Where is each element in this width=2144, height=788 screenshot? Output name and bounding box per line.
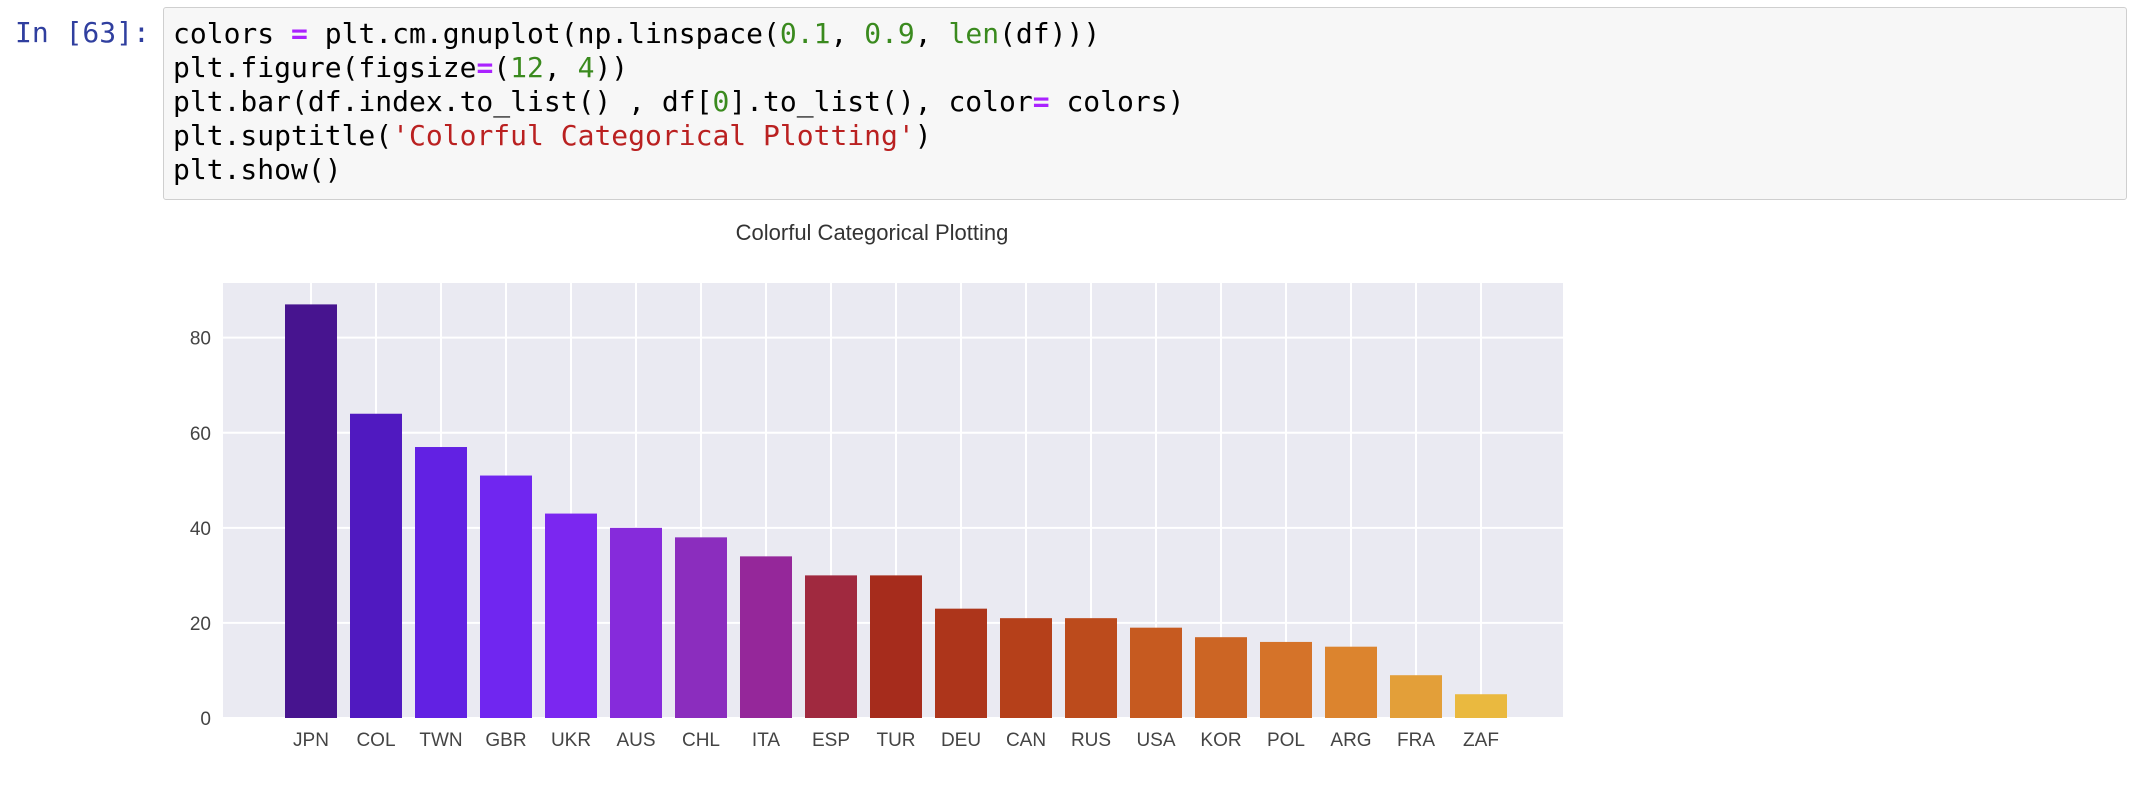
bar-tur [870,575,922,718]
x-tick-label: TWN [419,730,462,751]
bar-kor [1195,637,1247,718]
x-tick-label: DEU [941,730,981,751]
code-line: plt.bar(df.index.to_list() , df[0].to_li… [173,85,1184,119]
code-token: plt.bar(df.index.to_list() , df[ [173,85,713,118]
bar-rus [1065,618,1117,718]
code-token: = [476,51,494,84]
bar-fra [1390,675,1442,718]
code-token: (df))) [999,17,1101,50]
code-token: plt.show() [173,153,342,186]
x-tick-label: ITA [752,730,780,751]
y-tick-label: 40 [190,519,211,540]
bar-pol [1260,641,1312,718]
code-token: 0 [712,85,730,118]
code-token: 0.1 [779,17,831,50]
code-token: 0.9 [864,17,915,50]
bar-arg [1325,646,1377,718]
code-token: = [291,17,308,50]
bar-deu [935,608,987,718]
x-tick-label: POL [1267,730,1305,751]
bar-chl [675,537,727,718]
x-tick-label: UKR [551,730,591,751]
bar-gbr [480,475,532,718]
bar-usa [1130,627,1182,718]
code-token: , [914,17,949,50]
x-tick-label: RUS [1071,730,1111,751]
y-tick-label: 0 [200,709,211,730]
x-tick-label: ESP [812,730,850,751]
x-tick-label: GBR [485,730,526,751]
bar-twn [415,447,467,718]
cell-output: Colorful Categorical Plotting 0 20 40 60 80 JP… [163,210,1603,780]
code-token: 4 [577,51,595,84]
code-line: plt.show() [173,153,1184,187]
x-tick-label: ZAF [1463,730,1499,751]
bar-ita [740,556,792,718]
x-tick-label: FRA [1397,730,1435,751]
code-token: ( [493,51,511,84]
code-token: len [948,17,1000,50]
bar-zaf [1455,694,1507,718]
code-line: plt.suptitle('Colorful Categorical Plott… [173,119,1184,153]
code-token: plt.figure(figsize [173,51,477,84]
code-token: , [543,51,578,84]
bar-chart: Colorful Categorical Plotting 0 20 40 60 80 JP… [190,220,1563,751]
code-token: ) [914,119,932,152]
code-line: plt.figure(figsize=(12, 4)) [173,51,1184,85]
cell-prompt: In [63]: [15,16,150,49]
bar-ukr [545,513,597,718]
code-token: ].to_list(), color [729,85,1033,118]
code-token: , [830,17,865,50]
code-token: 12 [510,51,544,84]
x-tick-label: COL [356,730,395,751]
code-editor[interactable]: colors = plt.cm.gnuplot(np.linspace(0.1,… [173,17,1184,187]
code-line: colors = plt.cm.gnuplot(np.linspace(0.1,… [173,17,1184,51]
code-token: )) [594,51,629,84]
code-token: 'Colorful Categorical Plotting' [392,119,915,152]
x-tick-label: JPN [293,730,329,751]
x-tick-label: TUR [876,730,915,751]
code-cell-input[interactable]: colors = plt.cm.gnuplot(np.linspace(0.1,… [163,7,2127,200]
bar-jpn [285,304,337,718]
x-tick-label: KOR [1200,730,1241,751]
x-tick-label: ARG [1330,730,1371,751]
bar-aus [610,527,662,718]
x-tick-label: CHL [682,730,720,751]
y-tick-label: 20 [190,614,211,635]
code-token: colors [173,17,292,50]
y-tick-label: 60 [190,424,211,445]
y-tick-label: 80 [190,329,211,350]
bar-esp [805,575,857,718]
code-token: = [1032,85,1050,118]
code-token: plt.cm.gnuplot(np.linspace( [307,17,780,50]
x-tick-label: USA [1136,730,1175,751]
chart-title: Colorful Categorical Plotting [736,220,1009,245]
code-token: colors) [1049,85,1185,118]
x-tick-label: AUS [616,730,655,751]
code-token: plt.suptitle( [173,119,393,152]
bar-col [350,413,402,718]
x-tick-label: CAN [1006,730,1046,751]
bar-can [1000,618,1052,718]
